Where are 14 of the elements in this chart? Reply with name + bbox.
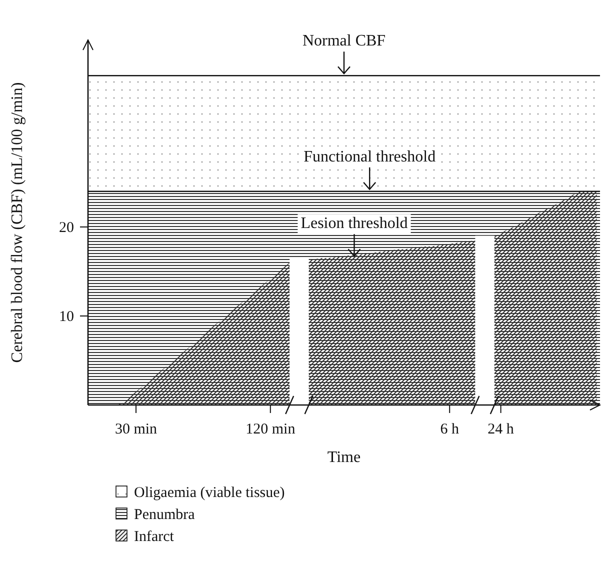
x-tick-label: 6 h [440, 422, 460, 438]
x-tick-label: 120 min [246, 422, 296, 438]
legend-label: Oligaemia (viable tissue) [134, 485, 285, 501]
x-tick-label: 24 h [488, 422, 514, 438]
annotation: Normal CBF [302, 32, 386, 50]
x-tick-label: 30 min [114, 422, 158, 438]
annotation: Lesion threshold [300, 215, 408, 232]
y-tick-label: 20 [59, 220, 74, 236]
legend-label: Infarct [134, 529, 175, 545]
x-axis-title: Time [327, 449, 361, 466]
y-tick-label: 10 [59, 308, 74, 325]
annotation: Functional threshold [304, 148, 436, 166]
y-axis-title: Cerebral blood flow (CBF) (mL/100 g/min) [9, 82, 26, 363]
legend-label: Penumbra [134, 507, 196, 523]
